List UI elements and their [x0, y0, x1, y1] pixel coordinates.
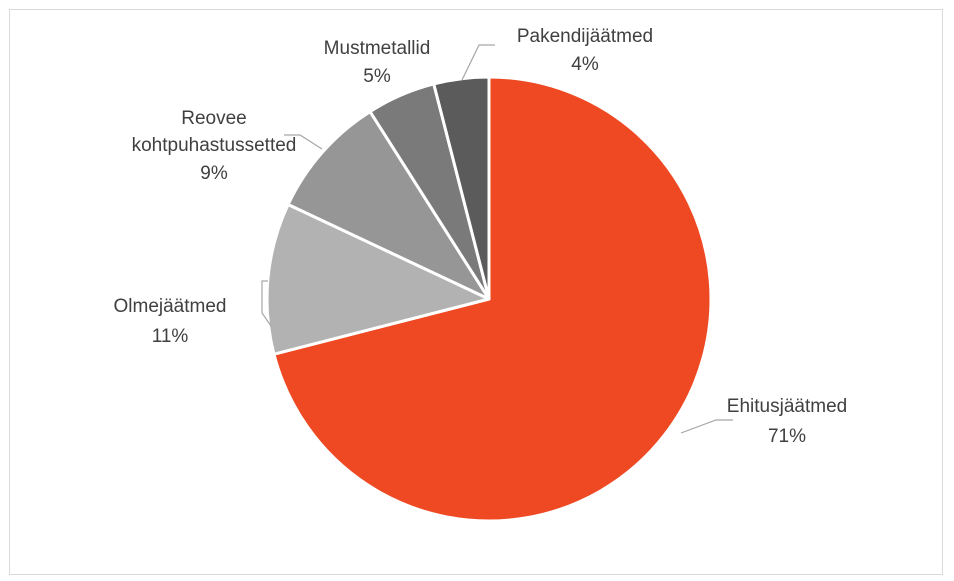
leader-line [461, 44, 495, 81]
leader-line [284, 134, 323, 150]
slice-percent-label: 5% [363, 66, 391, 87]
pie-slice [265, 202, 491, 356]
leader-line [680, 419, 733, 434]
leader-line [261, 280, 272, 327]
pie-slice [286, 110, 491, 301]
slice-name-label: Pakendijäätmed [517, 26, 653, 47]
slice-name-label: Reovee [181, 108, 247, 129]
slice-percent-label: 71% [768, 426, 806, 447]
pie-slice [432, 75, 491, 301]
slice-percent-label: 4% [571, 54, 599, 75]
slice-name-label: Olmejäätmed [114, 296, 227, 317]
slice-percent-label: 9% [200, 163, 228, 184]
slice-percent-label: 11% [152, 326, 189, 347]
slice-name-label: Mustmetallid [324, 38, 431, 59]
slice-name-label: kohtpuhastussetted [132, 135, 297, 156]
pie-slice [272, 75, 713, 523]
slice-name-label: Ehitusjäätmed [727, 396, 847, 417]
